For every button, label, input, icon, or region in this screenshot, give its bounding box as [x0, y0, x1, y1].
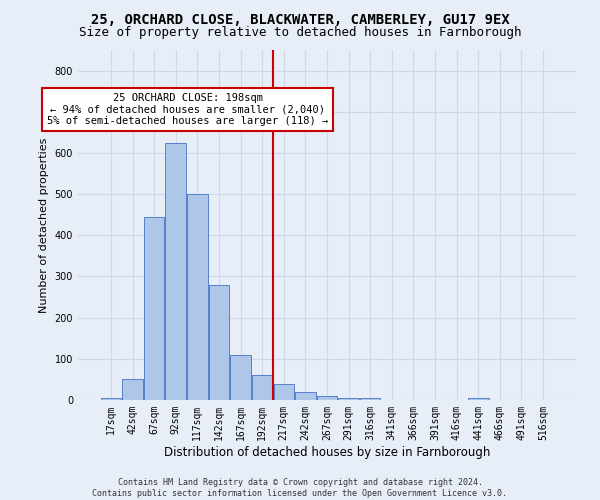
Bar [209, 284, 229, 400]
Bar [144, 217, 164, 400]
Bar [274, 384, 294, 400]
Text: Size of property relative to detached houses in Farnborough: Size of property relative to detached ho… [79, 26, 521, 39]
Y-axis label: Number of detached properties: Number of detached properties [39, 138, 49, 312]
Text: 25 ORCHARD CLOSE: 198sqm
← 94% of detached houses are smaller (2,040)
5% of semi: 25 ORCHARD CLOSE: 198sqm ← 94% of detach… [47, 93, 328, 126]
X-axis label: Distribution of detached houses by size in Farnborough: Distribution of detached houses by size … [164, 446, 490, 458]
Bar [252, 376, 272, 400]
Bar [230, 354, 251, 400]
Text: Contains HM Land Registry data © Crown copyright and database right 2024.
Contai: Contains HM Land Registry data © Crown c… [92, 478, 508, 498]
Bar [187, 194, 208, 400]
Bar [122, 380, 143, 400]
Bar [295, 392, 316, 400]
Bar [338, 398, 359, 400]
Bar [101, 398, 121, 400]
Bar [468, 398, 488, 400]
Bar [360, 398, 380, 400]
Bar [166, 142, 186, 400]
Bar [317, 396, 337, 400]
Text: 25, ORCHARD CLOSE, BLACKWATER, CAMBERLEY, GU17 9EX: 25, ORCHARD CLOSE, BLACKWATER, CAMBERLEY… [91, 12, 509, 26]
